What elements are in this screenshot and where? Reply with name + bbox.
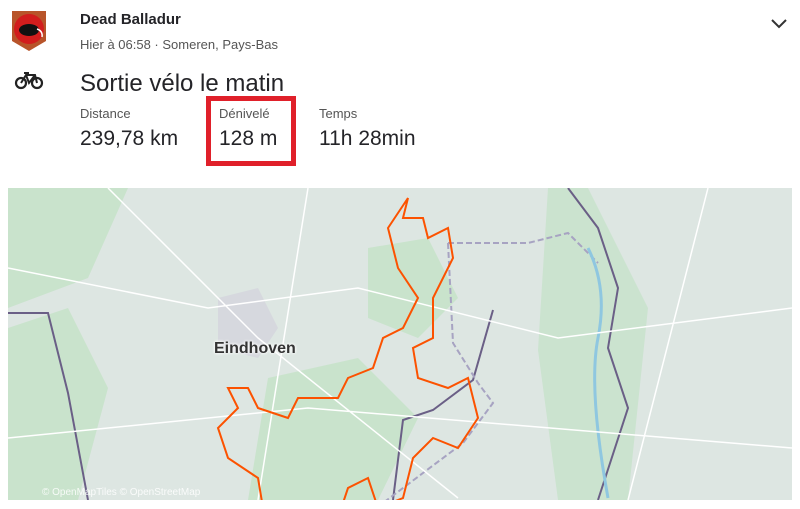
stat-label: Dénivelé <box>219 106 270 121</box>
stat-elevation: Dénivelé 128 m <box>219 106 277 151</box>
stat-time: Temps 11h 28min <box>319 106 416 151</box>
activity-title[interactable]: Sortie vélo le matin <box>80 70 285 97</box>
stat-value: 239,78 km <box>80 127 179 150</box>
stat-label: Distance <box>80 106 131 121</box>
stat-value: 128 m <box>219 127 278 150</box>
activity-meta: Hier à 06:58 · Someren, Pays-Bas <box>80 37 278 52</box>
highlight-box <box>206 96 296 166</box>
stat-value: 11h 28min <box>319 127 416 150</box>
stat-distance: Distance 239,78 km <box>80 106 178 151</box>
athlete-avatar[interactable] <box>9 9 49 53</box>
map-attribution[interactable]: © OpenMapTiles © OpenStreetMap <box>42 487 201 498</box>
map-canvas <box>8 188 792 500</box>
route-line <box>216 197 480 500</box>
chevron-down-icon[interactable] <box>770 18 788 30</box>
city-label: Eindhoven <box>214 340 296 357</box>
athlete-name[interactable]: Dead Balladur <box>80 11 181 28</box>
route-map[interactable]: Eindhoven © OpenMapTiles © OpenStreetMap <box>8 188 792 500</box>
stat-label: Temps <box>319 106 358 121</box>
bike-icon <box>14 72 44 90</box>
